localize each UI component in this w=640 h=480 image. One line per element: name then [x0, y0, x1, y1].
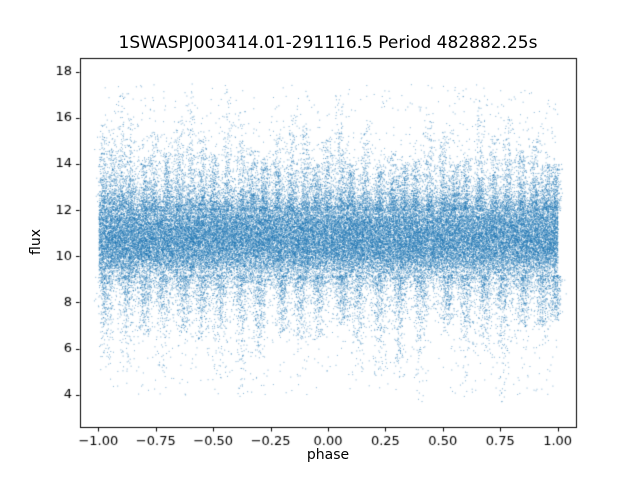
- plot-title: 1SWASPJ003414.01-291116.5 Period 482882.…: [118, 33, 538, 53]
- y-axis-label: flux: [28, 229, 44, 255]
- x-axis-label: phase: [306, 447, 350, 463]
